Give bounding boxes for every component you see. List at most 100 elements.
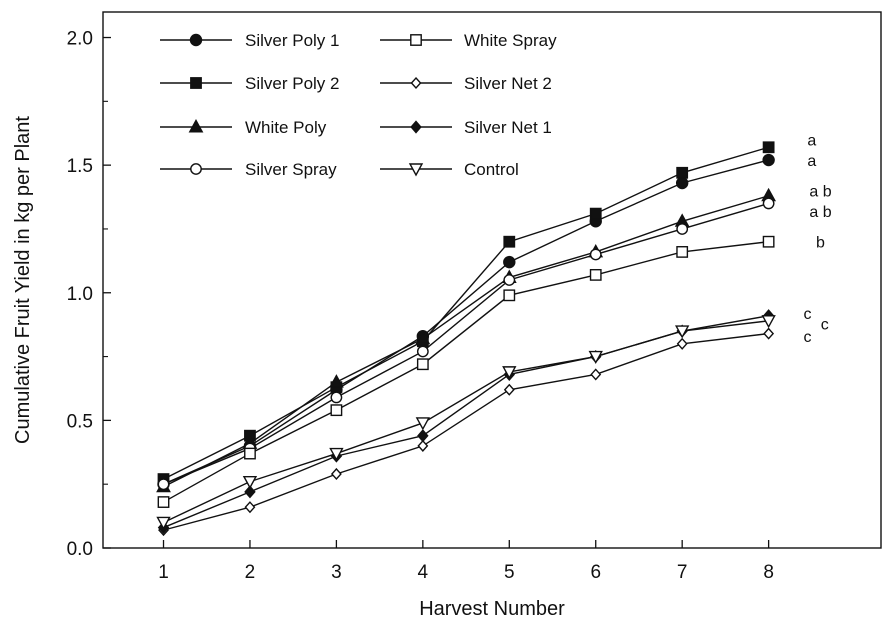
data-point (762, 153, 775, 167)
data-point (156, 516, 171, 530)
data-point (674, 325, 690, 339)
significance-label: c (804, 306, 812, 323)
series-line (163, 146, 769, 480)
legend-label: White Poly (245, 118, 327, 137)
legend-marker (408, 163, 424, 177)
plot-frame (102, 11, 882, 549)
data-point (244, 501, 256, 514)
legend-marker (190, 163, 202, 175)
legend: Silver Poly 1 Silver Poly 2 White Poly Silv… (160, 31, 557, 179)
data-point (244, 447, 256, 460)
legend-label: White Spray (464, 31, 557, 50)
series-line (163, 241, 769, 503)
significance-label: a (807, 133, 816, 150)
data-point (416, 358, 429, 371)
data-point (588, 350, 603, 365)
data-point (762, 197, 775, 210)
data-point (502, 366, 517, 380)
data-point (503, 383, 515, 396)
series-line (163, 315, 769, 529)
data-point (329, 374, 344, 388)
series-line (163, 332, 769, 531)
series-line (163, 159, 769, 485)
legend-label: Silver Net 1 (464, 118, 552, 137)
data-point (503, 235, 516, 248)
data-point (503, 289, 516, 302)
legend-marker (410, 76, 422, 90)
y-tick-label: 2.0 (67, 29, 93, 50)
legend-marker (189, 33, 203, 47)
legend-marker (410, 34, 422, 46)
data-point (415, 330, 431, 345)
series-control (156, 315, 776, 530)
legend-item-silver-net-2: Silver Net 2 (380, 74, 552, 93)
data-point (329, 447, 344, 462)
legend-marker (190, 77, 202, 89)
data-point (762, 141, 775, 154)
data-point (330, 467, 342, 481)
x-tick-label: 2 (245, 562, 256, 583)
y-axis: 0.0 0.5 1.0 1.5 2.0 (67, 29, 111, 560)
data-point (503, 274, 516, 286)
y-tick-label: 1.0 (67, 284, 93, 305)
data-point (676, 337, 688, 350)
data-point (244, 485, 256, 499)
data-point (676, 246, 689, 258)
significance-label: c (804, 329, 812, 346)
data-point (589, 268, 602, 281)
data-point (415, 417, 431, 431)
data-point (417, 429, 429, 443)
significance-label: a (807, 153, 816, 170)
data-point (761, 315, 776, 329)
data-point (330, 404, 343, 417)
x-tick-label: 5 (504, 562, 515, 583)
y-tick-label: 1.5 (67, 156, 93, 177)
data-point (157, 478, 170, 491)
legend-marker (410, 120, 422, 134)
legend-label: Silver Poly 2 (245, 74, 339, 93)
x-tick-label: 1 (158, 562, 169, 583)
data-point (590, 368, 602, 381)
significance-label: a b (809, 184, 831, 201)
legend-item-white-poly: White Poly (160, 118, 327, 137)
data-point (416, 345, 429, 358)
series-layer (156, 141, 777, 537)
series-line (163, 202, 769, 485)
series-white-spray (157, 235, 775, 508)
data-point (417, 439, 429, 452)
data-point (763, 327, 775, 340)
data-point (157, 496, 170, 508)
x-tick-label: 6 (590, 562, 601, 583)
data-point (676, 166, 689, 179)
legend-label: Silver Poly 1 (245, 31, 339, 50)
data-point (330, 391, 343, 404)
y-tick-label: 0.0 (67, 539, 93, 560)
data-point (676, 223, 689, 235)
legend-marker (188, 119, 204, 133)
legend-label: Silver Spray (245, 160, 337, 179)
y-axis-title: Cumulative Fruit Yield in kg per Plant (12, 116, 34, 444)
data-point (762, 235, 775, 248)
legend-item-silver-poly-1: Silver Poly 1 (160, 31, 339, 50)
significance-label: b (816, 235, 825, 252)
x-axis: 1 2 3 4 5 6 7 8 (158, 540, 774, 583)
annotation-layer: aa a b a b b ccc (804, 133, 832, 347)
data-point (589, 248, 602, 261)
legend-item-silver-poly-2: Silver Poly 2 (160, 74, 339, 93)
legend-item-control: Control (380, 160, 519, 179)
data-point (675, 176, 689, 190)
series-line (163, 195, 769, 488)
x-axis-title: Harvest Number (419, 598, 565, 620)
legend-item-silver-net-1: Silver Net 1 (380, 118, 552, 137)
legend-item-silver-spray: Silver Spray (160, 160, 337, 179)
x-tick-label: 4 (418, 562, 429, 583)
y-tick-label: 0.5 (67, 411, 93, 432)
data-point (503, 255, 516, 269)
data-point (589, 207, 602, 220)
legend-item-white-spray: White Spray (380, 31, 557, 50)
significance-label: c (821, 316, 829, 333)
series-line (163, 320, 769, 524)
data-point (242, 475, 258, 490)
legend-label: Control (464, 160, 519, 179)
